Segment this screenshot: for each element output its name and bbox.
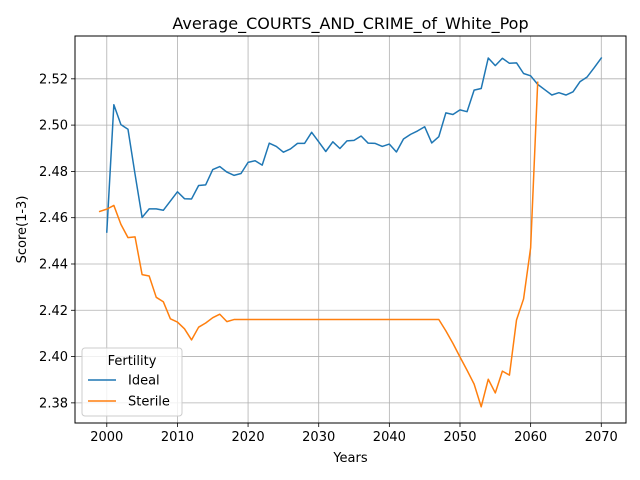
legend-label-ideal: Ideal bbox=[128, 374, 160, 389]
x-tick-label: 2020 bbox=[232, 430, 265, 445]
x-tick-label: 2040 bbox=[373, 430, 406, 445]
x-tick-label: 2000 bbox=[90, 430, 123, 445]
y-tick-label: 2.40 bbox=[39, 350, 68, 365]
plot-frame bbox=[74, 35, 627, 424]
x-tick-label: 2070 bbox=[585, 430, 618, 445]
x-axis-label: Years bbox=[332, 451, 368, 466]
y-axis-label: Score(1-3) bbox=[15, 196, 30, 264]
x-tick-label: 2050 bbox=[443, 430, 476, 445]
legend-box bbox=[81, 347, 183, 417]
series-line-ideal bbox=[105, 56, 603, 233]
legend: Fertility Ideal Sterile bbox=[81, 347, 183, 417]
legend-label-sterile: Sterile bbox=[128, 395, 170, 410]
x-tick-label: 2030 bbox=[302, 430, 335, 445]
chart-title: Average_COURTS_AND_CRIME_of_White_Pop bbox=[172, 14, 528, 34]
y-tick-label: 2.46 bbox=[39, 211, 68, 226]
y-tick-label: 2.44 bbox=[39, 257, 68, 272]
y-tick-label: 2.50 bbox=[39, 119, 68, 134]
series-line-sterile bbox=[98, 81, 539, 408]
y-tick-label: 2.42 bbox=[39, 304, 68, 319]
series-layer bbox=[98, 56, 603, 408]
x-tick-label: 2010 bbox=[161, 430, 194, 445]
y-tick-label: 2.48 bbox=[39, 165, 68, 180]
y-tick-label: 2.52 bbox=[39, 72, 68, 87]
ticks: 2000 2010 2020 2030 2040 2050 2060 2070 2.38 2.40… bbox=[39, 72, 618, 445]
legend-title: Fertility bbox=[108, 354, 157, 369]
y-tick-label: 2.38 bbox=[39, 396, 68, 411]
x-tick-label: 2060 bbox=[514, 430, 547, 445]
